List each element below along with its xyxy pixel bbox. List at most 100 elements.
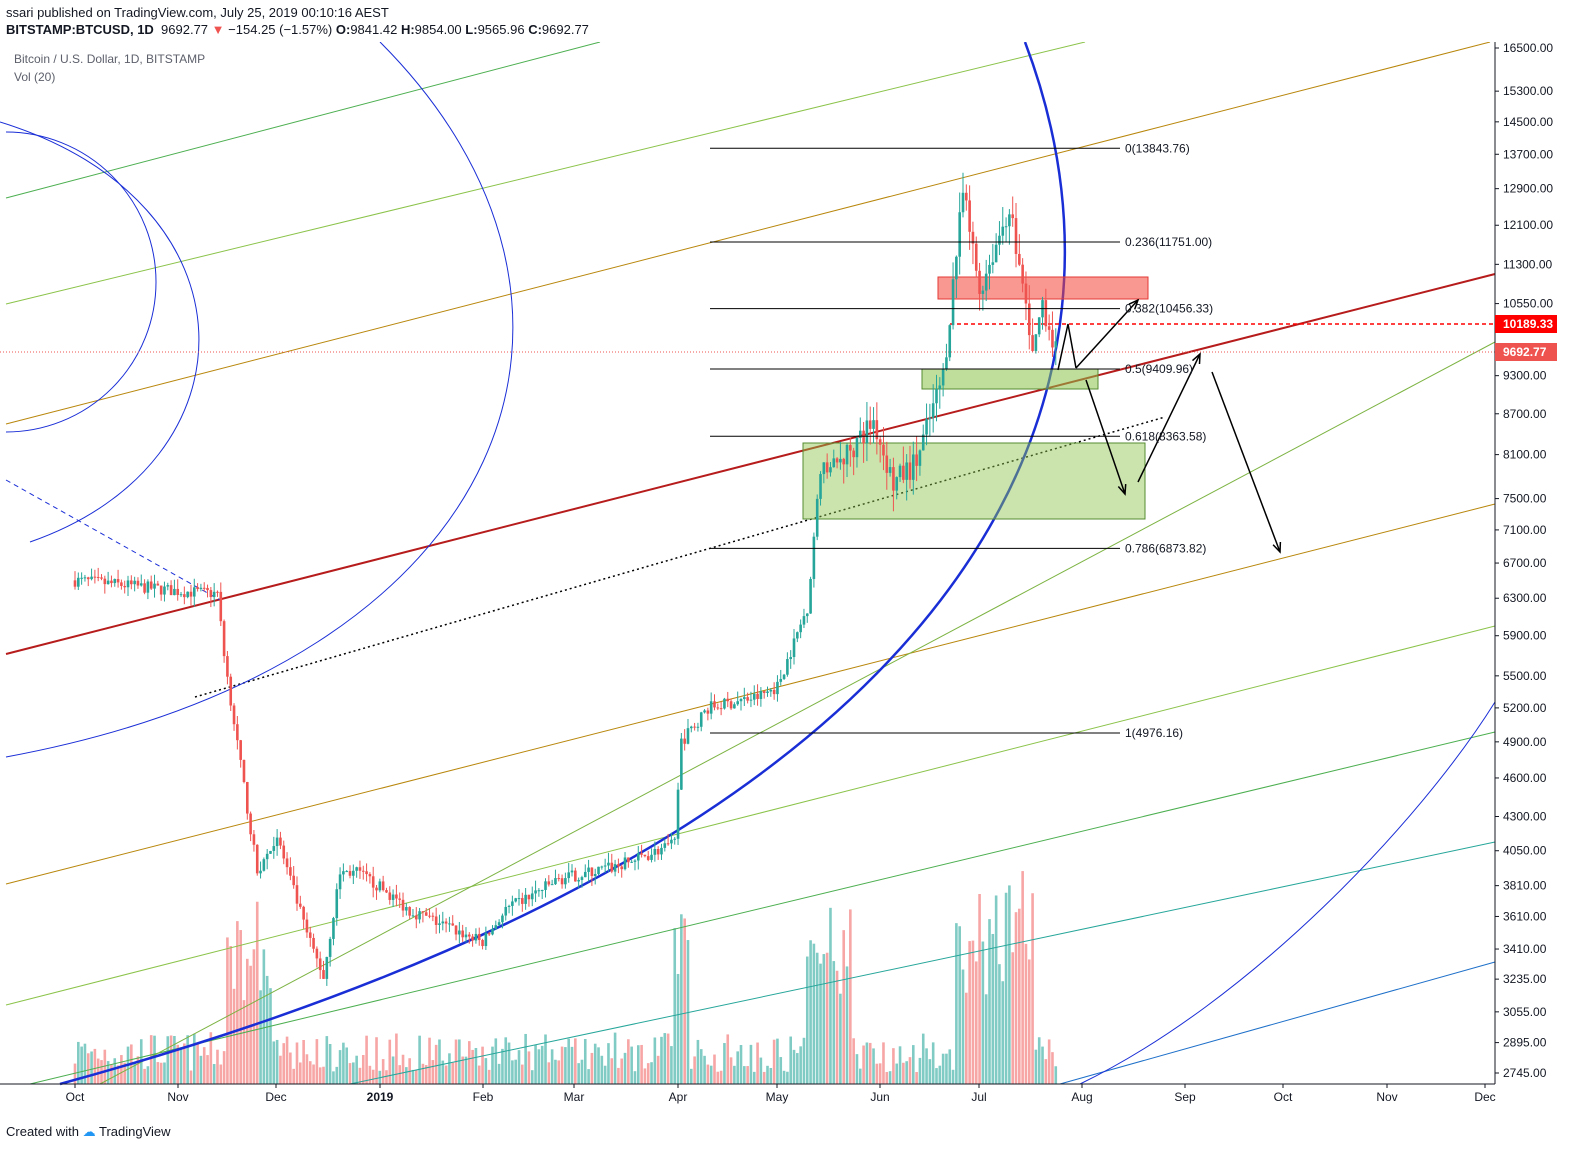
volume-bar [279, 1055, 282, 1084]
candle-body [915, 454, 918, 466]
channel-line [5, 42, 1086, 305]
candle-body [507, 905, 511, 907]
x-tick-label: Nov [1376, 1090, 1397, 1104]
candle-body [279, 837, 282, 846]
candle-body [680, 738, 683, 790]
volume-bar [166, 1036, 170, 1084]
volume-bar [318, 1067, 322, 1084]
x-tick-label: Oct [66, 1090, 85, 1104]
volume-bar [202, 1047, 206, 1084]
volume-bar [90, 1051, 93, 1084]
price-tag-label: 10189.33 [1503, 317, 1553, 331]
volume-bar [686, 940, 690, 1084]
volume-bar [312, 1064, 315, 1084]
candle-body [623, 857, 627, 870]
volume-bar [862, 1045, 865, 1084]
volume-bar [716, 1071, 720, 1084]
candle-body [832, 458, 836, 468]
y-tick-label: 3610.00 [1503, 909, 1547, 923]
candle-body [1014, 218, 1018, 254]
volume-bar [776, 1038, 779, 1084]
volume-bar [471, 1049, 474, 1084]
volume-bar [504, 1037, 508, 1084]
volume-bar [666, 1033, 670, 1084]
volume-label: Vol (20) [14, 70, 56, 84]
candle-body [683, 738, 686, 744]
volume-bar [607, 1043, 610, 1084]
price-chart[interactable]: 0(13843.76) 0.236(11751.00) 0.382(10456.33… [0, 42, 1576, 1112]
author-name[interactable]: ssari [6, 5, 34, 20]
candle-body [839, 458, 842, 463]
volume-bar [723, 1043, 726, 1084]
y-tick-label: 2895.00 [1503, 1036, 1547, 1050]
y-tick-label: 13700.00 [1503, 147, 1553, 161]
volume-bar [146, 1066, 150, 1084]
brand-name[interactable]: TradingView [99, 1124, 171, 1139]
candle-body [752, 693, 756, 700]
candle-body [216, 591, 219, 593]
volume-bar [262, 949, 266, 1084]
volume-bar [1051, 1052, 1054, 1084]
candle-body [73, 580, 77, 587]
volume-bar [325, 1036, 329, 1084]
candle-body [802, 616, 806, 625]
candle-body [434, 916, 438, 925]
volume-bar [401, 1054, 405, 1084]
volume-bar [769, 1067, 773, 1084]
volume-bar [544, 1034, 547, 1084]
volume-bar [1037, 1037, 1041, 1084]
fib-level-label: 0(13843.76) [1125, 141, 1190, 155]
fib-level-label: 0.236(11751.00) [1125, 235, 1212, 249]
candle-body [822, 462, 826, 475]
candle-body [487, 933, 491, 935]
candle-body [716, 707, 720, 709]
volume-bar [189, 1070, 193, 1084]
candle-body [878, 439, 882, 445]
volume-bar [676, 973, 680, 1084]
candle-body [189, 591, 193, 597]
volume-bar [388, 1039, 392, 1084]
symbol[interactable]: BITSTAMP:BTCUSD, 1D [6, 22, 154, 37]
volume-bar [232, 988, 236, 1084]
support-zone-small [921, 368, 1099, 390]
candle-body [166, 585, 170, 587]
candle-body [514, 898, 517, 902]
volume-bar [110, 1064, 113, 1084]
volume-bar [603, 1065, 607, 1084]
open-label: O: [335, 22, 351, 37]
volume-bar [703, 1055, 706, 1084]
candle-body [199, 587, 203, 590]
volume-bar [464, 1056, 468, 1084]
fib-level-label: 0.382(10456.33) [1125, 302, 1213, 316]
volume-bar [620, 1058, 624, 1084]
candle-body [156, 583, 160, 586]
candle-body [259, 870, 262, 874]
plot-area[interactable] [0, 42, 1495, 1084]
candle-body [1024, 283, 1028, 304]
volume-bar [759, 1057, 763, 1084]
candle-body [143, 583, 146, 593]
volume-bar [1024, 943, 1028, 1084]
candle-body [670, 839, 673, 844]
candle-body [746, 697, 749, 701]
candle-body [938, 385, 942, 390]
volume-bar [96, 1058, 100, 1084]
volume-bar [431, 1060, 435, 1084]
candle-body [484, 933, 488, 947]
volume-bar [643, 1068, 647, 1084]
volume-bar [335, 1066, 339, 1084]
candle-body [405, 907, 408, 911]
candle-body [494, 925, 498, 929]
volume-bar [93, 1048, 97, 1084]
fib-level-label: 0.786(6873.82) [1125, 541, 1206, 555]
candle-body [431, 915, 435, 917]
volume-bar [683, 918, 686, 1084]
volume-bar [458, 1039, 461, 1084]
x-tick-label: Oct [1274, 1090, 1293, 1104]
volume-bar [905, 1061, 908, 1084]
candle-body [461, 930, 464, 938]
x-tick-label: Dec [265, 1090, 286, 1104]
fib-level-label: 0.618(8363.58) [1125, 429, 1206, 443]
volume-bar [252, 949, 256, 1084]
volume-bar [921, 1033, 925, 1084]
